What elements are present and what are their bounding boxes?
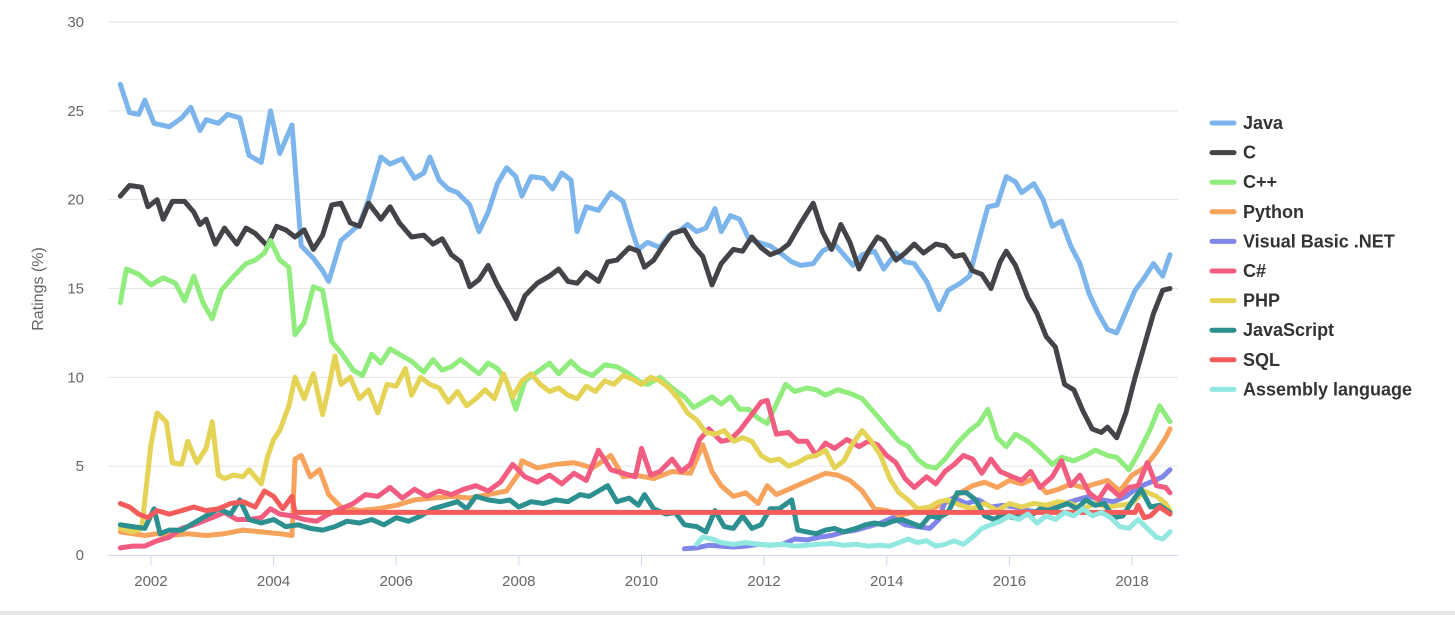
legend-item-javascript[interactable]: JavaScript [1209,320,1334,340]
x-tick-label: 2006 [380,573,413,590]
legend-label: C++ [1243,172,1277,192]
y-axis-title: Ratings (%) [30,247,47,331]
legend-item-python[interactable]: Python [1209,202,1304,222]
series-layer [117,81,1173,552]
series-line-java [117,81,1173,336]
y-tick-label: 0 [76,547,84,564]
series-line-javascript [117,483,1173,537]
y-axis: 0 5 10 15 20 25 30 [67,14,84,564]
legend-item-c[interactable]: C++ [1209,172,1277,192]
x-axis: 2002 2004 2006 2008 2010 2012 2014 2016 2018 [108,555,1178,590]
legend-label: PHP [1243,291,1280,311]
legend-item-c[interactable]: C# [1209,261,1266,281]
x-tick-label: 2010 [625,573,658,590]
x-tick-label: 2014 [870,573,903,590]
legend-label: Python [1243,202,1304,222]
legend-label: C [1243,143,1256,163]
series-line-php [117,353,1173,535]
series-line-c [117,183,1173,441]
x-tick-label: 2018 [1115,573,1148,590]
legend-label: Visual Basic .NET [1243,231,1395,251]
series-line-c [117,397,1173,551]
legend-item-assembly-language[interactable]: Assembly language [1209,379,1412,399]
x-tick-label: 2002 [134,573,167,590]
legend-label: SQL [1243,350,1280,370]
y-tick-label: 15 [67,281,84,298]
x-tick-label: 2012 [747,573,780,590]
y-tick-label: 20 [67,192,84,209]
legend-label: Java [1243,113,1284,133]
legend-item-php[interactable]: PHP [1209,291,1280,311]
y-tick-label: 10 [67,369,84,386]
gridlines [108,21,1178,467]
y-tick-label: 30 [67,14,84,31]
x-tick-label: 2008 [502,573,535,590]
series-line-sql [117,488,1173,521]
series-line-python [117,426,1173,538]
legend-item-c[interactable]: C [1209,143,1256,163]
y-tick-label: 5 [76,458,84,475]
legend-label: JavaScript [1243,320,1334,340]
bottom-divider [0,611,1455,615]
legend-item-java[interactable]: Java [1209,113,1284,133]
y-tick-label: 25 [67,103,84,120]
legend-label: Assembly language [1243,379,1412,399]
legend-label: C# [1243,261,1266,281]
x-tick-label: 2016 [993,573,1026,590]
legend-item-sql[interactable]: SQL [1209,350,1280,370]
series-line-assembly-language [694,506,1173,549]
legend: Java C C++ Python Visual Basic .NET C# PHP Java… [1209,113,1412,399]
x-tick-label: 2004 [257,573,290,590]
legend-item-visual-basic-net[interactable]: Visual Basic .NET [1209,231,1395,251]
